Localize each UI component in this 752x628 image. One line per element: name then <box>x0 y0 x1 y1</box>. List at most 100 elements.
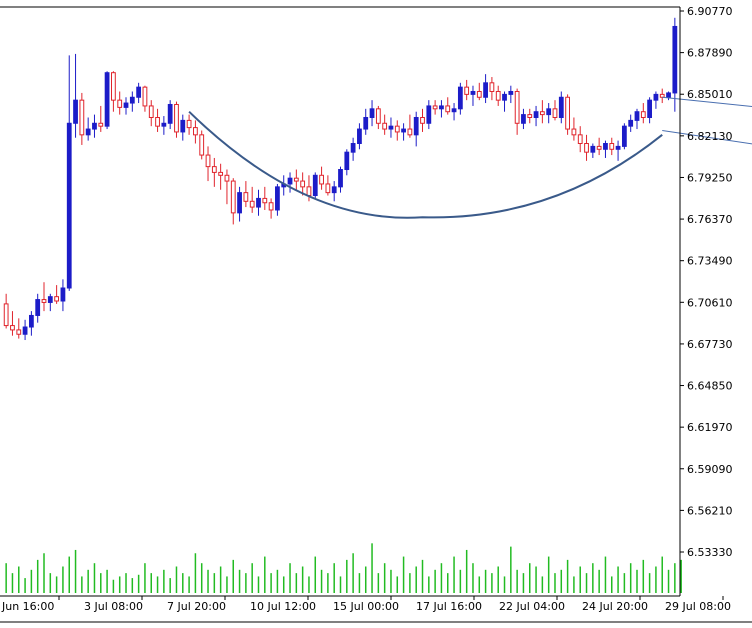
candle-body <box>136 86 142 98</box>
candle-body <box>502 93 507 101</box>
candle <box>571 117 577 141</box>
candle <box>28 311 34 336</box>
candle-body <box>117 99 123 108</box>
time-tick-label: 10 Jul 12:00 <box>250 600 316 613</box>
candle <box>211 157 217 187</box>
candle <box>375 105 381 130</box>
candle-body <box>350 143 356 153</box>
candle <box>426 100 432 130</box>
price-tick-label: 6.73490 <box>687 255 733 268</box>
candle-body <box>628 119 634 127</box>
candle <box>464 79 470 101</box>
candle-body <box>224 174 230 182</box>
candle <box>331 181 337 202</box>
candle-body <box>577 134 583 145</box>
candle-body <box>73 99 78 124</box>
candle <box>325 175 331 196</box>
candle-body <box>123 102 129 108</box>
candle-body <box>659 93 665 98</box>
candle-body <box>111 72 116 101</box>
candle-body <box>647 99 653 118</box>
candle-body <box>218 171 224 176</box>
candle <box>420 108 425 132</box>
candle-body <box>445 105 451 113</box>
candle <box>111 71 116 112</box>
candle <box>527 108 533 124</box>
price-tick-label: 6.82130 <box>687 130 733 143</box>
candle-body <box>35 299 41 316</box>
candle-body <box>489 82 495 92</box>
candle <box>186 114 192 135</box>
candle-body <box>256 197 261 208</box>
candle-body <box>287 177 293 185</box>
time-tick-label: 22 Jul 04:00 <box>499 600 565 613</box>
candle <box>85 117 91 141</box>
candle-body <box>666 92 671 98</box>
candle-body <box>92 122 97 130</box>
candle-body <box>470 90 476 95</box>
price-axis[interactable]: 6.90770 6.87890 6.85010 6.82130 6.79250 6.763… <box>680 5 733 559</box>
price-tick-label: 6.70610 <box>687 296 733 309</box>
candle-body <box>148 105 154 118</box>
candle-body <box>621 125 627 147</box>
candle-body <box>565 96 570 130</box>
candle-body <box>533 111 539 118</box>
candle <box>293 169 299 190</box>
candle-body <box>3 303 9 327</box>
volume-bars <box>5 543 682 593</box>
candle <box>161 116 167 135</box>
candle <box>483 74 488 104</box>
candle <box>407 114 413 138</box>
candle-body <box>420 116 425 124</box>
price-tick-label: 6.61970 <box>687 421 733 434</box>
candle-body <box>546 108 552 116</box>
candle <box>287 172 293 193</box>
candle-body <box>603 143 608 150</box>
candle-body <box>28 314 34 328</box>
candle-body <box>401 128 406 133</box>
cup-curve-line[interactable] <box>188 110 663 219</box>
candle-body <box>319 174 324 185</box>
candle <box>640 103 646 124</box>
candles <box>3 17 678 341</box>
candle <box>350 137 356 161</box>
candle <box>388 117 394 138</box>
candle <box>230 178 236 225</box>
candle <box>338 166 343 193</box>
candle-body <box>539 111 545 116</box>
price-tick-label: 6.76370 <box>687 213 733 226</box>
candle-body <box>312 174 318 197</box>
candle-body <box>432 105 438 110</box>
candle <box>533 105 539 127</box>
candle-body <box>293 177 299 182</box>
candle <box>451 103 457 121</box>
candle <box>98 105 104 132</box>
candle <box>558 91 564 124</box>
candle <box>10 311 15 336</box>
candle-body <box>275 186 280 211</box>
candle-body <box>306 186 312 197</box>
candle <box>224 169 230 205</box>
candle <box>268 198 274 219</box>
candle <box>199 130 205 160</box>
candle <box>129 91 135 112</box>
time-axis[interactable]: Jun 16:00 3 Jul 08:00 7 Jul 20:00 10 Jul 12… <box>1 596 731 613</box>
candle <box>319 166 324 190</box>
channel-upper-line[interactable] <box>662 96 752 110</box>
candle <box>47 293 53 312</box>
candle-body <box>363 116 369 130</box>
time-tick-label: 15 Jul 00:00 <box>333 600 399 613</box>
candle <box>439 100 444 118</box>
candle <box>60 279 66 312</box>
candle <box>205 146 211 182</box>
candle <box>142 85 148 112</box>
drawing-objects[interactable] <box>188 96 752 219</box>
candle <box>136 82 142 104</box>
channel-lower-line[interactable] <box>662 130 752 149</box>
candle <box>577 126 583 153</box>
candle <box>394 120 400 141</box>
candle <box>174 101 179 138</box>
candle-body <box>558 96 564 118</box>
price-tick-label: 6.90770 <box>687 5 733 18</box>
